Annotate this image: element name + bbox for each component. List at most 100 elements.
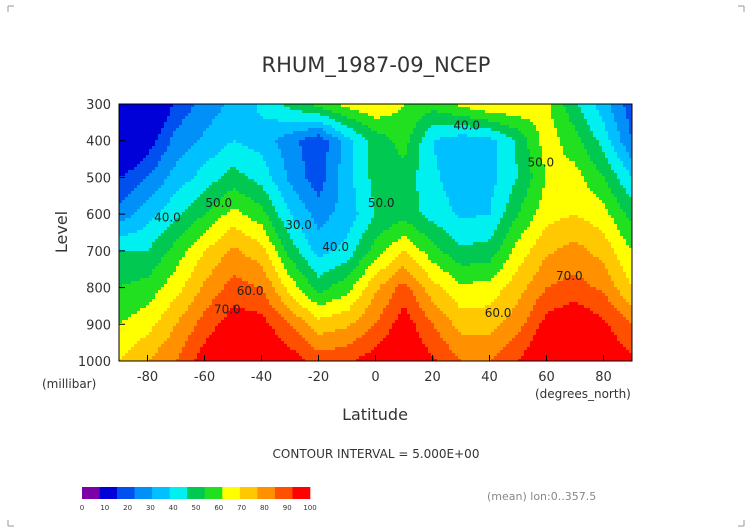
- field-cell: [137, 341, 141, 345]
- field-cell: [155, 188, 159, 192]
- field-cell: [146, 200, 150, 204]
- field-cell: [131, 329, 135, 333]
- field-cell: [266, 332, 270, 336]
- field-cell: [245, 269, 249, 273]
- field-cell: [260, 341, 264, 345]
- field-cell: [269, 266, 273, 270]
- field-cell: [248, 335, 252, 339]
- field-cell: [212, 194, 216, 198]
- field-cell: [191, 353, 195, 357]
- field-cell: [164, 278, 168, 282]
- field-cell: [245, 347, 249, 351]
- field-cell: [143, 113, 147, 117]
- field-cell: [221, 134, 225, 138]
- field-cell: [119, 353, 123, 357]
- field-cell: [146, 353, 150, 357]
- field-cell: [263, 269, 267, 273]
- field-cell: [242, 197, 246, 201]
- field-cell: [239, 170, 243, 174]
- field-cell: [239, 143, 243, 147]
- field-cell: [215, 164, 219, 168]
- field-cell: [167, 149, 171, 153]
- field-cell: [146, 164, 150, 168]
- field-cell: [137, 221, 141, 225]
- field-cell: [233, 146, 237, 150]
- field-cell: [122, 290, 126, 294]
- field-cell: [266, 248, 270, 252]
- field-cell: [179, 155, 183, 159]
- field-cell: [143, 350, 147, 354]
- field-cell: [269, 182, 273, 186]
- field-cell: [272, 155, 276, 159]
- field-cell: [158, 200, 162, 204]
- field-cell: [161, 176, 165, 180]
- field-cell: [248, 236, 252, 240]
- field-cell: [284, 158, 288, 162]
- field-cell: [146, 236, 150, 240]
- field-cell: [194, 245, 198, 249]
- field-cell: [176, 125, 180, 129]
- field-cell: [230, 155, 234, 159]
- field-cell: [221, 347, 225, 351]
- field-cell: [191, 341, 195, 345]
- field-cell: [281, 257, 285, 261]
- field-cell: [269, 344, 273, 348]
- field-cell: [155, 134, 159, 138]
- field-cell: [209, 359, 213, 362]
- field-cell: [149, 356, 153, 360]
- field-cell: [209, 308, 213, 312]
- field-cell: [125, 311, 129, 315]
- field-cell: [152, 134, 156, 138]
- field-cell: [134, 233, 138, 237]
- field-cell: [224, 299, 228, 303]
- field-cell: [227, 209, 231, 213]
- field-cell: [161, 185, 165, 189]
- field-cell: [281, 212, 285, 216]
- field-cell: [278, 215, 282, 219]
- field-cell: [242, 350, 246, 354]
- field-cell: [224, 188, 228, 192]
- field-cell: [161, 284, 165, 288]
- field-cell: [179, 341, 183, 345]
- field-cell: [179, 146, 183, 150]
- field-cell: [197, 296, 201, 300]
- field-cell: [173, 197, 177, 201]
- field-cell: [269, 194, 273, 198]
- field-cell: [266, 284, 270, 288]
- field-cell: [143, 344, 147, 348]
- field-cell: [179, 182, 183, 186]
- field-cell: [131, 224, 135, 228]
- field-cell: [242, 179, 246, 183]
- field-cell: [131, 299, 135, 303]
- field-cell: [206, 203, 210, 207]
- field-cell: [191, 311, 195, 315]
- field-cell: [167, 338, 171, 342]
- field-cell: [128, 242, 132, 246]
- field-cell: [125, 317, 129, 321]
- field-cell: [236, 179, 240, 183]
- field-cell: [236, 119, 240, 123]
- field-cell: [164, 281, 168, 285]
- field-cell: [284, 254, 288, 258]
- field-cell: [209, 296, 213, 300]
- field-cell: [137, 164, 141, 168]
- field-cell: [173, 122, 177, 126]
- field-cell: [260, 137, 264, 141]
- field-cell: [263, 116, 267, 120]
- field-cell: [218, 134, 222, 138]
- field-cell: [131, 152, 135, 156]
- field-cell: [146, 212, 150, 216]
- field-cell: [218, 140, 222, 144]
- field-cell: [125, 209, 129, 213]
- field-cell: [224, 302, 228, 306]
- field-cell: [203, 224, 207, 228]
- field-cell: [191, 266, 195, 270]
- field-cell: [182, 218, 186, 222]
- field-cell: [239, 206, 243, 210]
- field-cell: [275, 242, 279, 246]
- field-cell: [131, 302, 135, 306]
- field-cell: [158, 158, 162, 162]
- field-cell: [173, 227, 177, 231]
- field-cell: [284, 257, 288, 261]
- field-cell: [266, 170, 270, 174]
